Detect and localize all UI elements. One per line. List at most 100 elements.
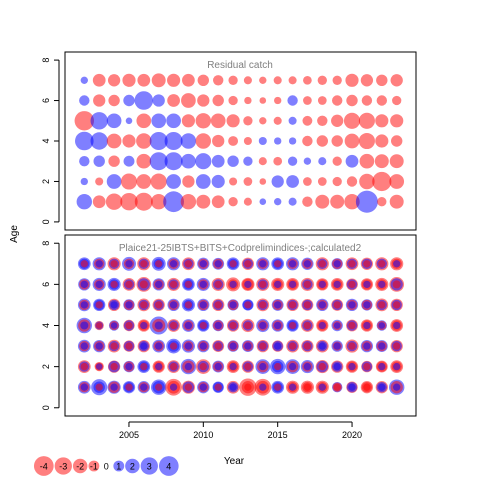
residual-bubble [125, 117, 133, 125]
survey-residual-bubble [95, 363, 103, 370]
survey-residual-bubble [259, 321, 267, 330]
residual-bubble [80, 76, 88, 84]
survey-residual-bubble [348, 301, 356, 309]
survey-residual-bubble [140, 301, 148, 309]
residual-bubble [122, 134, 136, 148]
residual-bubble [167, 94, 180, 107]
residual-bubble [389, 194, 404, 209]
survey-residual-bubble [110, 260, 118, 268]
survey-residual-bubble [274, 383, 282, 391]
survey-residual-bubble [155, 301, 163, 309]
survey-residual-bubble [125, 280, 133, 289]
residual-bubble [136, 113, 152, 129]
residual-bubble [376, 95, 387, 106]
legend-label: 2 [130, 462, 135, 472]
survey-residual-bubble [303, 301, 312, 309]
residual-bubble [164, 152, 183, 171]
survey-residual-bubble [184, 321, 193, 330]
survey-residual-bubble [125, 342, 133, 350]
legend-bubble [33, 456, 54, 476]
residual-bubble [243, 156, 253, 166]
residual-bubble [391, 135, 403, 147]
residual-bubble [244, 96, 252, 105]
residual-bubble [332, 95, 343, 106]
residual-bubble [227, 155, 239, 167]
residual-bubble [259, 117, 267, 125]
residual-bubble [303, 75, 312, 85]
residual-bubble [288, 137, 297, 145]
residual-bubble [259, 198, 267, 205]
residual-bubble [93, 155, 105, 167]
residual-bubble [346, 94, 358, 107]
residual-bubble [95, 177, 104, 186]
residual-bubble [303, 157, 312, 165]
residual-bubble [343, 112, 361, 129]
residual-bubble [181, 93, 196, 108]
legend-label: -4 [40, 462, 48, 472]
survey-residual-bubble [318, 362, 326, 371]
residual-bubble [332, 176, 342, 187]
y-tick-label: 6 [41, 98, 51, 103]
survey-residual-bubble [169, 383, 178, 391]
residual-bubble [361, 95, 373, 106]
survey-residual-bubble [214, 342, 222, 350]
residual-bubble [229, 177, 238, 186]
residual-bubble [258, 157, 267, 166]
survey-residual-bubble [259, 342, 267, 350]
legend-bubble [88, 460, 100, 472]
y-tick-label: 6 [41, 282, 51, 287]
legend-label: 4 [166, 462, 171, 472]
residual-bubble [274, 198, 282, 206]
residual-bubble [302, 115, 313, 126]
survey-residual-bubble [95, 342, 103, 350]
survey-residual-bubble [214, 321, 222, 330]
residual-bubble [211, 154, 225, 168]
survey-residual-bubble [80, 280, 88, 289]
residual-bubble [211, 174, 225, 189]
residual-bubble [136, 174, 152, 189]
x-tick-label: 2020 [342, 430, 362, 440]
residual-bubble [120, 173, 138, 190]
x-axis-label: Year [224, 456, 245, 467]
residual-bubble [93, 94, 106, 107]
residual-bubble [288, 76, 297, 85]
survey-residual-bubble [363, 342, 371, 350]
survey-residual-bubble [95, 322, 103, 329]
residual-bubble [259, 178, 267, 185]
survey-residual-bubble [184, 280, 193, 289]
residual-bubble [106, 113, 122, 129]
residual-bubble [375, 134, 389, 148]
survey-residual-bubble [363, 321, 371, 330]
residual-bubble [108, 94, 120, 107]
survey-residual-bubble [333, 301, 341, 309]
residual-bubble [90, 132, 108, 150]
survey-residual-bubble [333, 342, 341, 350]
y-tick-label: 4 [41, 138, 51, 143]
residual-bubble [211, 195, 225, 209]
survey-residual-bubble [259, 383, 267, 391]
legend-label: 0 [104, 462, 109, 472]
residual-bubble [228, 197, 238, 207]
residual-bubble [122, 73, 136, 87]
residual-bubble [79, 95, 90, 106]
residual-bubble [107, 74, 121, 87]
residual-bubble [274, 96, 282, 105]
residual-bubble [273, 156, 283, 166]
residual-bubble [303, 177, 312, 186]
survey-residual-bubble [199, 383, 207, 391]
survey-residual-bubble [229, 383, 237, 391]
residual-bubble [195, 153, 212, 170]
survey-residual-bubble [140, 342, 148, 350]
y-tick-label: 2 [41, 364, 51, 369]
residual-bubble [345, 73, 359, 87]
residual-bubble [210, 113, 226, 129]
survey-residual-bubble [393, 301, 401, 309]
survey-residual-bubble [363, 383, 371, 391]
survey-residual-bubble [318, 321, 326, 330]
survey-residual-bubble [80, 362, 88, 371]
residual-bubble [79, 156, 90, 167]
survey-residual-bubble [244, 321, 252, 330]
survey-residual-bubble [303, 342, 312, 350]
survey-residual-bubble [110, 342, 118, 350]
residual-bubble [344, 193, 360, 210]
